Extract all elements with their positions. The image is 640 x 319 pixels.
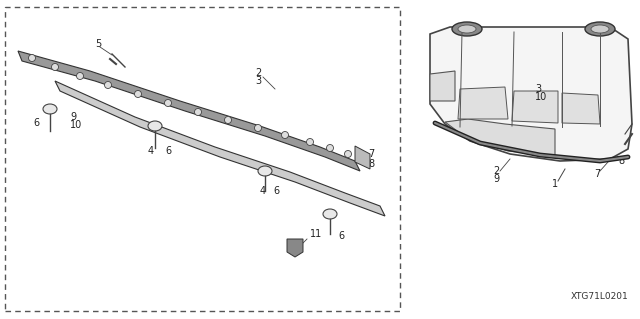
Circle shape xyxy=(29,55,35,62)
Ellipse shape xyxy=(43,104,57,114)
Ellipse shape xyxy=(585,22,615,36)
Ellipse shape xyxy=(458,25,476,33)
Polygon shape xyxy=(512,91,558,123)
Text: 3: 3 xyxy=(535,84,541,94)
Polygon shape xyxy=(430,27,632,161)
Text: 4: 4 xyxy=(148,146,154,156)
Ellipse shape xyxy=(323,209,337,219)
Polygon shape xyxy=(18,51,360,171)
Text: 7: 7 xyxy=(594,169,600,179)
Circle shape xyxy=(307,138,314,145)
Circle shape xyxy=(326,145,333,152)
Circle shape xyxy=(77,72,83,79)
Circle shape xyxy=(282,131,289,138)
Text: 4: 4 xyxy=(260,186,266,196)
Text: 6: 6 xyxy=(338,231,344,241)
Circle shape xyxy=(51,63,58,70)
Text: 6: 6 xyxy=(165,146,171,156)
Polygon shape xyxy=(287,239,303,257)
Ellipse shape xyxy=(258,166,272,176)
Polygon shape xyxy=(562,93,600,124)
Circle shape xyxy=(255,124,262,131)
Text: 7: 7 xyxy=(368,149,374,159)
Text: 10: 10 xyxy=(70,120,83,130)
Text: 3: 3 xyxy=(255,76,261,86)
Polygon shape xyxy=(355,146,370,169)
Text: 8: 8 xyxy=(618,156,624,166)
Circle shape xyxy=(134,91,141,98)
Text: 5: 5 xyxy=(95,39,101,49)
Text: XTG71L0201: XTG71L0201 xyxy=(571,292,629,301)
Polygon shape xyxy=(430,71,455,101)
Ellipse shape xyxy=(148,121,162,131)
Text: 6: 6 xyxy=(273,186,279,196)
Polygon shape xyxy=(458,87,508,119)
Text: 2: 2 xyxy=(493,166,499,176)
Circle shape xyxy=(344,151,351,158)
Text: 10: 10 xyxy=(535,92,547,102)
Polygon shape xyxy=(55,81,385,216)
Circle shape xyxy=(225,116,232,123)
Text: 11: 11 xyxy=(310,229,323,239)
Text: 8: 8 xyxy=(368,159,374,169)
Text: 2: 2 xyxy=(255,68,261,78)
Text: 1: 1 xyxy=(552,179,558,189)
Text: 9: 9 xyxy=(493,174,499,184)
Circle shape xyxy=(104,81,111,88)
Text: 9: 9 xyxy=(70,112,76,122)
Ellipse shape xyxy=(452,22,482,36)
Circle shape xyxy=(164,100,172,107)
Polygon shape xyxy=(445,119,555,156)
Text: 6: 6 xyxy=(33,118,39,128)
Circle shape xyxy=(195,108,202,115)
Ellipse shape xyxy=(591,25,609,33)
